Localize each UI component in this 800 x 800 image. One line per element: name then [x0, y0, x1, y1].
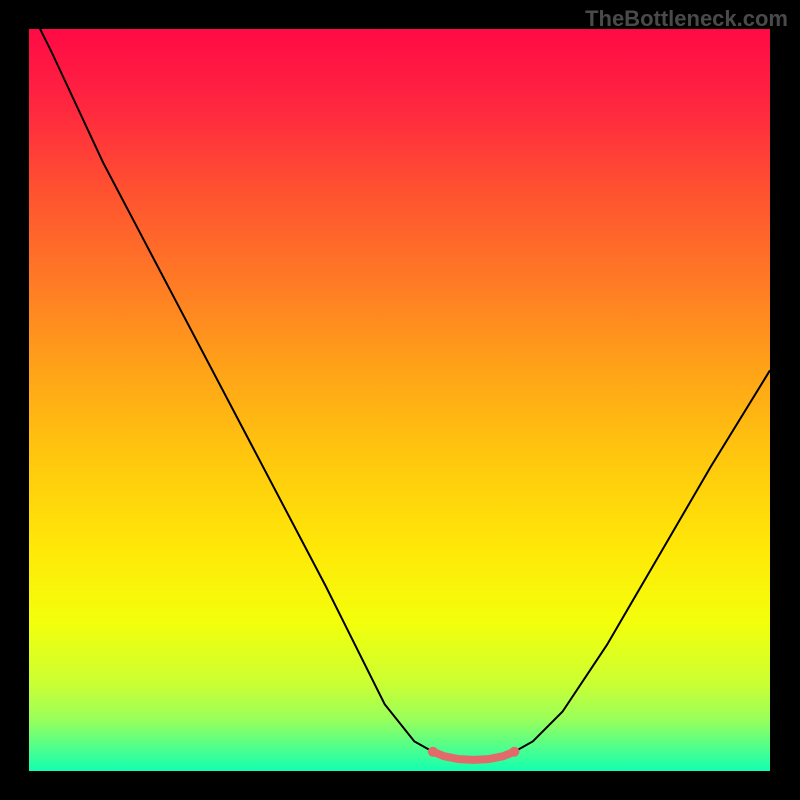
watermark-label: TheBottleneck.com: [585, 6, 788, 32]
bottleneck-curve-left: [29, 29, 433, 752]
optimal-range-highlight: [433, 752, 515, 760]
bottleneck-chart: TheBottleneck.com: [0, 0, 800, 800]
bottleneck-curve-right: [514, 370, 770, 751]
highlight-endpoint-right: [509, 747, 519, 757]
curve-layer: [29, 29, 770, 771]
highlight-endpoint-left: [428, 747, 438, 757]
plot-area: [29, 29, 770, 771]
